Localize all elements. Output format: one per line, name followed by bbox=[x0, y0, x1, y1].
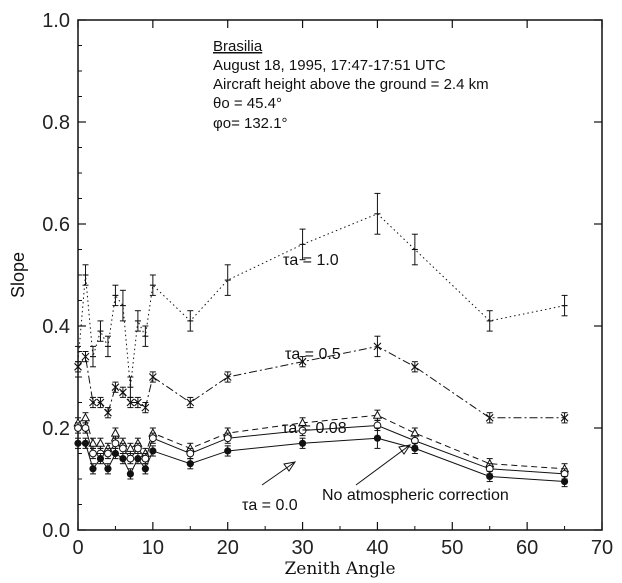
data-point bbox=[89, 465, 97, 473]
data-point bbox=[96, 398, 105, 407]
y-tick-label: 0.4 bbox=[42, 316, 70, 338]
data-point bbox=[560, 413, 569, 422]
x-tick-label: 20 bbox=[217, 537, 239, 559]
data-point bbox=[373, 434, 382, 442]
y-tick-label: 0.6 bbox=[42, 214, 70, 236]
data-point bbox=[372, 410, 383, 419]
data-point bbox=[186, 449, 195, 458]
x-tick-label: 30 bbox=[291, 537, 313, 559]
data-point bbox=[74, 362, 82, 371]
annotation-height: Aircraft height above the ground = 2.4 k… bbox=[213, 76, 489, 93]
x-tick-label: 40 bbox=[366, 537, 388, 559]
arrow-no-atm bbox=[355, 444, 412, 486]
x-tick-label: 50 bbox=[441, 537, 463, 559]
data-point bbox=[104, 465, 112, 473]
data-point bbox=[110, 428, 121, 437]
y-tick-label: 0.2 bbox=[42, 418, 70, 440]
plot-frame bbox=[77, 19, 603, 531]
data-point bbox=[88, 438, 98, 447]
series-0 bbox=[75, 192, 568, 398]
data-point bbox=[104, 408, 112, 417]
series-1 bbox=[74, 335, 569, 424]
data-point bbox=[410, 428, 420, 437]
data-point bbox=[149, 447, 157, 455]
data-point bbox=[133, 444, 142, 453]
data-point bbox=[111, 383, 120, 392]
data-point bbox=[119, 455, 127, 463]
arrow-tau-0-0 bbox=[261, 461, 297, 486]
data-point bbox=[486, 472, 494, 481]
data-point bbox=[186, 398, 195, 407]
data-point bbox=[148, 373, 157, 381]
data-point bbox=[126, 398, 135, 407]
data-point bbox=[119, 388, 127, 397]
data-point bbox=[89, 398, 97, 407]
label-tau-0-5: τa = 0.5 bbox=[285, 346, 341, 363]
label-tau-0-0: τa = 0.0 bbox=[242, 497, 298, 514]
data-point bbox=[74, 424, 82, 432]
x-axis-label: Zenith Angle bbox=[284, 559, 395, 579]
data-point bbox=[141, 454, 150, 463]
data-point bbox=[134, 455, 142, 463]
data-point bbox=[95, 438, 106, 447]
data-point bbox=[560, 477, 569, 486]
data-point bbox=[223, 373, 232, 381]
series-4 bbox=[74, 427, 569, 488]
label-tau-0-08: τa = 0.08 bbox=[282, 420, 347, 437]
annotation-date: August 18, 1995, 17:47-17:51 UTC bbox=[213, 57, 446, 74]
x-tick-label: 0 bbox=[72, 537, 83, 559]
y-axis-label: Slope bbox=[8, 252, 28, 298]
data-point bbox=[141, 403, 150, 412]
data-point bbox=[141, 465, 149, 473]
data-point bbox=[148, 434, 157, 443]
data-point bbox=[89, 449, 97, 458]
x-tick-label: 60 bbox=[516, 537, 538, 559]
annotation-phi: φo= 132.1° bbox=[213, 115, 288, 132]
data-point bbox=[81, 352, 90, 361]
data-point bbox=[410, 362, 419, 371]
data-point bbox=[298, 357, 307, 366]
annotation-block: Brasilia August 18, 1995, 17:47-17:51 UT… bbox=[213, 38, 489, 132]
label-no-atm-correction: No atmospheric correction bbox=[322, 487, 509, 504]
data-point bbox=[411, 444, 419, 452]
data-point bbox=[111, 439, 120, 448]
y-ticks: 0.0 0.2 0.4 0.6 0.8 1.0 bbox=[42, 10, 602, 542]
y-tick-label: 0.8 bbox=[42, 112, 70, 134]
x-tick-label: 70 bbox=[591, 537, 613, 559]
data-point bbox=[485, 413, 494, 422]
data-point bbox=[298, 426, 307, 435]
data-point bbox=[186, 460, 194, 468]
label-tau-1-0: τa = 1.0 bbox=[283, 252, 339, 269]
data-point bbox=[119, 444, 127, 453]
x-tick-label: 10 bbox=[142, 537, 164, 559]
y-tick-label: 1.0 bbox=[42, 10, 70, 32]
data-point bbox=[223, 434, 232, 443]
series-line bbox=[77, 345, 565, 419]
data-point bbox=[373, 342, 382, 351]
data-point bbox=[104, 449, 112, 458]
data-point bbox=[81, 439, 90, 447]
data-point bbox=[111, 449, 120, 458]
data-point bbox=[126, 454, 135, 463]
data-point bbox=[126, 470, 134, 478]
data-point bbox=[80, 412, 91, 422]
series-layer bbox=[73, 192, 570, 488]
data-point bbox=[96, 455, 105, 463]
data-point bbox=[125, 443, 136, 452]
annotation-theta: θo = 45.4° bbox=[213, 95, 282, 112]
data-point bbox=[224, 447, 232, 455]
x-ticks: 0 10 20 30 40 50 60 70 bbox=[72, 20, 613, 559]
data-point bbox=[74, 439, 82, 447]
y-tick-label: 0.0 bbox=[42, 520, 70, 542]
data-point bbox=[81, 424, 90, 432]
annotation-location: Brasilia bbox=[213, 38, 263, 55]
data-point bbox=[133, 398, 142, 407]
data-point bbox=[298, 439, 307, 447]
